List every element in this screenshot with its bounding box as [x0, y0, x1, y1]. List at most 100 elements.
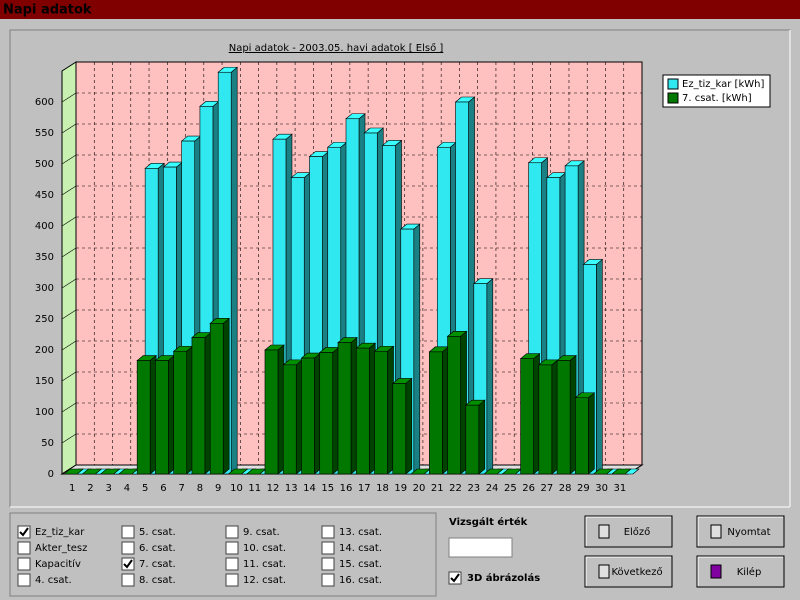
checkbox-label[interactable]: 10. csat. [243, 543, 286, 554]
x-tick-label: 2 [87, 483, 93, 494]
x-tick-label: 29 [577, 483, 590, 494]
button-label[interactable]: Előző [624, 526, 651, 538]
button-label[interactable]: Kilép [737, 566, 762, 578]
x-tick-label: 9 [215, 483, 221, 494]
x-tick-label: 1 [69, 483, 75, 494]
checkbox[interactable] [321, 541, 335, 555]
checkbox-label[interactable]: Akter_tesz [35, 543, 87, 554]
x-tick-label: 27 [540, 483, 553, 494]
button-label[interactable]: Nyomtat [727, 527, 770, 538]
bar [191, 337, 206, 475]
checkbox-label[interactable]: 15. csat. [339, 559, 382, 570]
checkbox[interactable] [321, 525, 335, 539]
x-tick-label: 14 [303, 483, 316, 494]
checkbox[interactable] [321, 573, 335, 587]
x-tick-label: 21 [431, 483, 444, 494]
legend-label: Ez_tiz_kar [kWh] [682, 79, 764, 90]
bar [136, 360, 151, 475]
x-tick-label: 13 [285, 483, 298, 494]
checkbox-label[interactable]: Ez_tiz_kar [35, 527, 85, 538]
bar [538, 364, 553, 475]
x-tick-label: 5 [142, 483, 148, 494]
bar [355, 347, 370, 475]
checkbox-label[interactable]: 11. csat. [243, 559, 286, 570]
legend-swatch [667, 78, 679, 90]
bar [428, 351, 443, 475]
checkbox-label[interactable]: 16. csat. [339, 575, 382, 586]
button-bevel [585, 516, 671, 546]
x-tick-label: 7 [178, 483, 184, 494]
x-tick-label: 28 [559, 483, 572, 494]
x-tick-label: 19 [394, 483, 407, 494]
checkbox[interactable] [121, 541, 135, 555]
checkbox-label[interactable]: 8. csat. [139, 575, 176, 586]
three-d-label[interactable]: 3D ábrázolás [467, 572, 540, 584]
bar-top [81, 468, 103, 475]
bar-top [592, 468, 614, 475]
bar-side [486, 278, 494, 475]
checkbox[interactable] [225, 557, 239, 571]
x-tick-label: 18 [376, 483, 389, 494]
left-wall [61, 61, 77, 475]
bar [447, 336, 461, 475]
y-tick-label: 250 [35, 314, 54, 325]
y-tick-label: 0 [48, 469, 54, 480]
checkbox[interactable] [225, 573, 239, 587]
bar-side [413, 223, 421, 475]
title-bar [0, 0, 800, 19]
y-tick-label: 550 [35, 128, 54, 139]
bar [155, 360, 169, 475]
bar-top [227, 468, 249, 475]
wall-grid-line [61, 464, 77, 475]
checkbox-label[interactable]: 13. csat. [339, 527, 382, 538]
bar [301, 357, 315, 475]
wall-grid-line [61, 433, 77, 444]
checkbox-label[interactable]: 9. csat. [243, 527, 280, 538]
x-tick-label: 11 [248, 483, 261, 494]
button-icon [710, 524, 722, 539]
y-tick-label: 500 [35, 159, 54, 170]
checkbox-label[interactable]: 12. csat. [243, 575, 286, 586]
x-tick-label: 3 [105, 483, 111, 494]
channel-panel [9, 512, 437, 597]
x-tick-label: 20 [413, 483, 426, 494]
y-tick-label: 150 [35, 376, 54, 387]
bar [556, 360, 571, 475]
checkbox[interactable] [121, 573, 135, 587]
checkbox[interactable] [17, 541, 31, 555]
checkbox[interactable] [225, 541, 239, 555]
bar-side [230, 66, 238, 475]
checkbox-label[interactable]: 6. csat. [139, 543, 176, 554]
bar [337, 342, 352, 475]
button-icon [598, 524, 610, 539]
checkbox-label[interactable]: Kapacitív [35, 558, 81, 570]
checkbox-label[interactable]: 7. csat. [139, 559, 176, 570]
bar [264, 349, 279, 475]
bar-top [483, 468, 504, 475]
checkbox[interactable] [121, 525, 135, 539]
checkbox[interactable] [17, 557, 31, 571]
checkbox[interactable] [321, 557, 335, 571]
checkbox-label[interactable]: 4. csat. [35, 575, 72, 586]
bar [520, 358, 534, 475]
x-tick-label: 22 [449, 483, 462, 494]
wall-grid-line [61, 309, 77, 320]
value-input[interactable] [448, 537, 513, 558]
checkbox-label[interactable]: 5. csat. [139, 527, 176, 538]
y-tick-label: 600 [35, 97, 54, 108]
checkbox-label[interactable]: 14. csat. [339, 543, 382, 554]
checkbox[interactable] [17, 573, 31, 587]
wall-grid-line [61, 371, 77, 382]
checkbox[interactable] [225, 525, 239, 539]
x-tick-label: 25 [504, 483, 517, 494]
chart-title: Napi adatok - 2003.05. havi adatok [ Els… [229, 42, 444, 54]
bar-top [99, 468, 121, 475]
x-tick-label: 31 [614, 483, 627, 494]
button-bevel [697, 556, 783, 586]
wall-grid-line [61, 123, 77, 134]
x-tick-label: 8 [197, 483, 203, 494]
button-bevel [697, 516, 783, 546]
button-label[interactable]: Következő [611, 566, 662, 578]
y-tick-label: 300 [35, 283, 54, 294]
bar [209, 323, 224, 475]
